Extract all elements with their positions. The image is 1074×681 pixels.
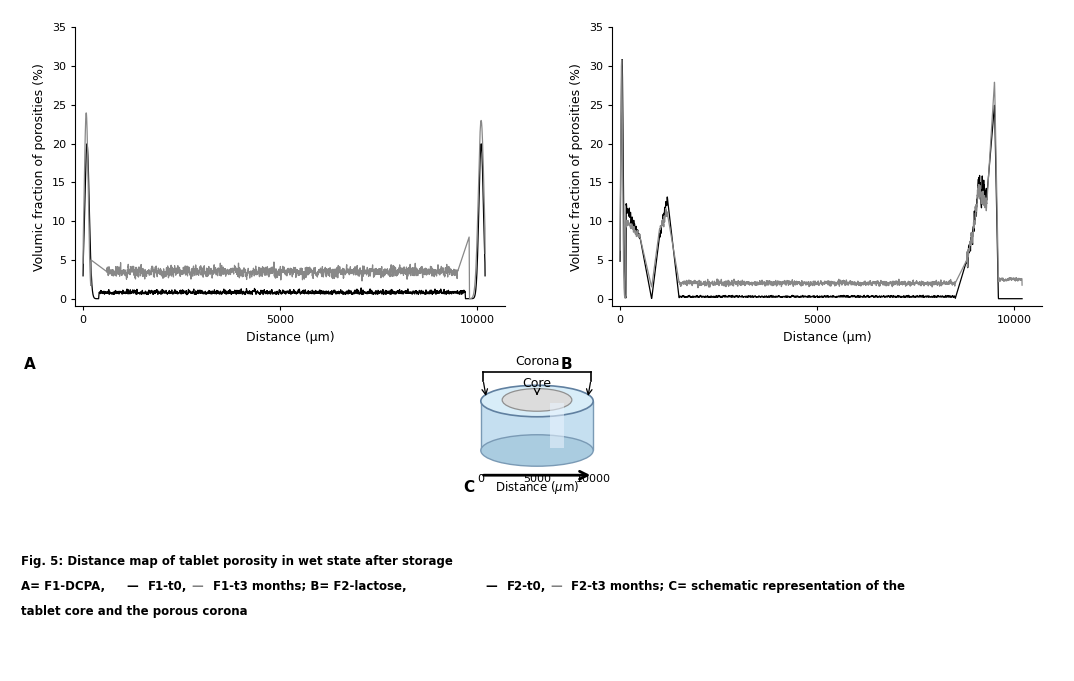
X-axis label: Distance (μm): Distance (μm) bbox=[246, 331, 334, 344]
Ellipse shape bbox=[503, 389, 571, 411]
Text: —: — bbox=[485, 580, 497, 593]
Text: Distance ($\mu$m): Distance ($\mu$m) bbox=[495, 479, 579, 496]
Text: tablet core and the porous corona: tablet core and the porous corona bbox=[21, 605, 248, 618]
Text: —: — bbox=[550, 580, 562, 593]
Ellipse shape bbox=[481, 385, 593, 417]
Text: F2-t3 months; C= schematic representation of the: F2-t3 months; C= schematic representatio… bbox=[571, 580, 905, 593]
Text: A: A bbox=[24, 357, 35, 372]
X-axis label: Distance (μm): Distance (μm) bbox=[783, 331, 871, 344]
Text: F1-t0,: F1-t0, bbox=[148, 580, 188, 593]
Text: 0: 0 bbox=[477, 474, 484, 484]
Text: 5000: 5000 bbox=[523, 474, 551, 484]
Text: Fig. 5: Distance map of tablet porosity in wet state after storage: Fig. 5: Distance map of tablet porosity … bbox=[21, 555, 453, 568]
Text: Corona: Corona bbox=[514, 355, 560, 368]
Text: F1-t3 months; B= F2-lactose,: F1-t3 months; B= F2-lactose, bbox=[213, 580, 406, 593]
Text: B: B bbox=[561, 357, 572, 372]
Polygon shape bbox=[551, 403, 564, 448]
Text: —: — bbox=[127, 580, 139, 593]
Y-axis label: Volumic fraction of porosities (%): Volumic fraction of porosities (%) bbox=[33, 63, 46, 271]
Text: Core: Core bbox=[522, 377, 552, 390]
Ellipse shape bbox=[481, 434, 593, 466]
Polygon shape bbox=[481, 401, 593, 451]
Text: C: C bbox=[463, 480, 474, 495]
Y-axis label: Volumic fraction of porosities (%): Volumic fraction of porosities (%) bbox=[570, 63, 583, 271]
Text: —: — bbox=[191, 580, 203, 593]
Text: 10000: 10000 bbox=[576, 474, 611, 484]
Text: F2-t0,: F2-t0, bbox=[507, 580, 547, 593]
Text: A= F1-DCPA,: A= F1-DCPA, bbox=[21, 580, 105, 593]
